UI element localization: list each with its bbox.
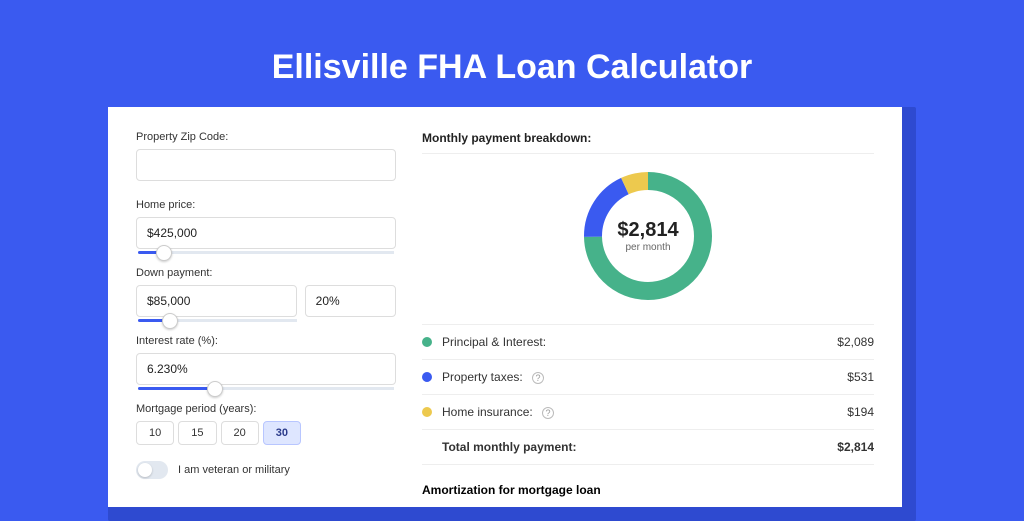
legend-dot-icon xyxy=(422,372,432,382)
down-payment-input[interactable] xyxy=(136,285,297,317)
rate-input[interactable] xyxy=(136,353,396,385)
period-option-20[interactable]: 20 xyxy=(221,421,259,445)
zip-label: Property Zip Code: xyxy=(136,131,396,143)
donut-amount: $2,814 xyxy=(617,219,678,242)
amortization-heading: Amortization for mortgage loan xyxy=(422,483,874,497)
legend-row: Home insurance: ?$194 xyxy=(422,395,874,430)
donut-center: $2,814 per month xyxy=(578,166,718,306)
page-title: Ellisville FHA Loan Calculator xyxy=(0,0,1024,107)
legend-row: Principal & Interest:$2,089 xyxy=(422,325,874,360)
veteran-toggle[interactable] xyxy=(136,461,168,479)
home-price-input[interactable] xyxy=(136,217,396,249)
help-icon[interactable]: ? xyxy=(532,372,544,384)
breakdown-column: Monthly payment breakdown: $2,814 per mo… xyxy=(396,131,874,483)
down-payment-pct-input[interactable] xyxy=(305,285,396,317)
rate-slider[interactable] xyxy=(138,387,394,390)
veteran-label: I am veteran or military xyxy=(178,464,290,476)
legend-row: Property taxes: ?$531 xyxy=(422,360,874,395)
zip-input[interactable] xyxy=(136,149,396,181)
legend-dot-icon xyxy=(422,407,432,417)
rate-field: Interest rate (%): xyxy=(136,335,396,385)
breakdown-heading: Monthly payment breakdown: xyxy=(422,131,874,154)
home-price-slider[interactable] xyxy=(138,251,394,254)
zip-field: Property Zip Code: xyxy=(136,131,396,181)
calculator-panel: Property Zip Code: Home price: Down paym… xyxy=(108,107,902,507)
home-price-field: Home price: xyxy=(136,199,396,249)
down-payment-field: Down payment: xyxy=(136,267,396,317)
donut-sub: per month xyxy=(625,242,670,253)
period-option-30[interactable]: 30 xyxy=(263,421,301,445)
rate-label: Interest rate (%): xyxy=(136,335,396,347)
form-column: Property Zip Code: Home price: Down paym… xyxy=(136,131,396,483)
period-option-15[interactable]: 15 xyxy=(178,421,216,445)
legend-label: Principal & Interest: xyxy=(442,335,837,349)
period-pills: 10152030 xyxy=(136,421,396,445)
period-option-10[interactable]: 10 xyxy=(136,421,174,445)
donut-chart: $2,814 per month xyxy=(578,166,718,306)
donut-wrap: $2,814 per month xyxy=(422,166,874,306)
period-label: Mortgage period (years): xyxy=(136,403,396,415)
down-payment-slider[interactable] xyxy=(138,319,297,322)
total-value: $2,814 xyxy=(837,440,874,454)
down-payment-label: Down payment: xyxy=(136,267,396,279)
total-label: Total monthly payment: xyxy=(442,440,837,454)
home-price-label: Home price: xyxy=(136,199,396,211)
period-field: Mortgage period (years): 10152030 xyxy=(136,403,396,445)
legend-value: $2,089 xyxy=(837,335,874,349)
legend-label: Property taxes: ? xyxy=(442,370,847,384)
legend-value: $531 xyxy=(847,370,874,384)
legend-value: $194 xyxy=(847,405,874,419)
legend: Principal & Interest:$2,089Property taxe… xyxy=(422,324,874,465)
help-icon[interactable]: ? xyxy=(542,407,554,419)
legend-total-row: Total monthly payment:$2,814 xyxy=(422,430,874,465)
veteran-row: I am veteran or military xyxy=(136,461,396,479)
legend-label: Home insurance: ? xyxy=(442,405,847,419)
panel-shadow: Property Zip Code: Home price: Down paym… xyxy=(108,107,916,521)
legend-dot-icon xyxy=(422,337,432,347)
